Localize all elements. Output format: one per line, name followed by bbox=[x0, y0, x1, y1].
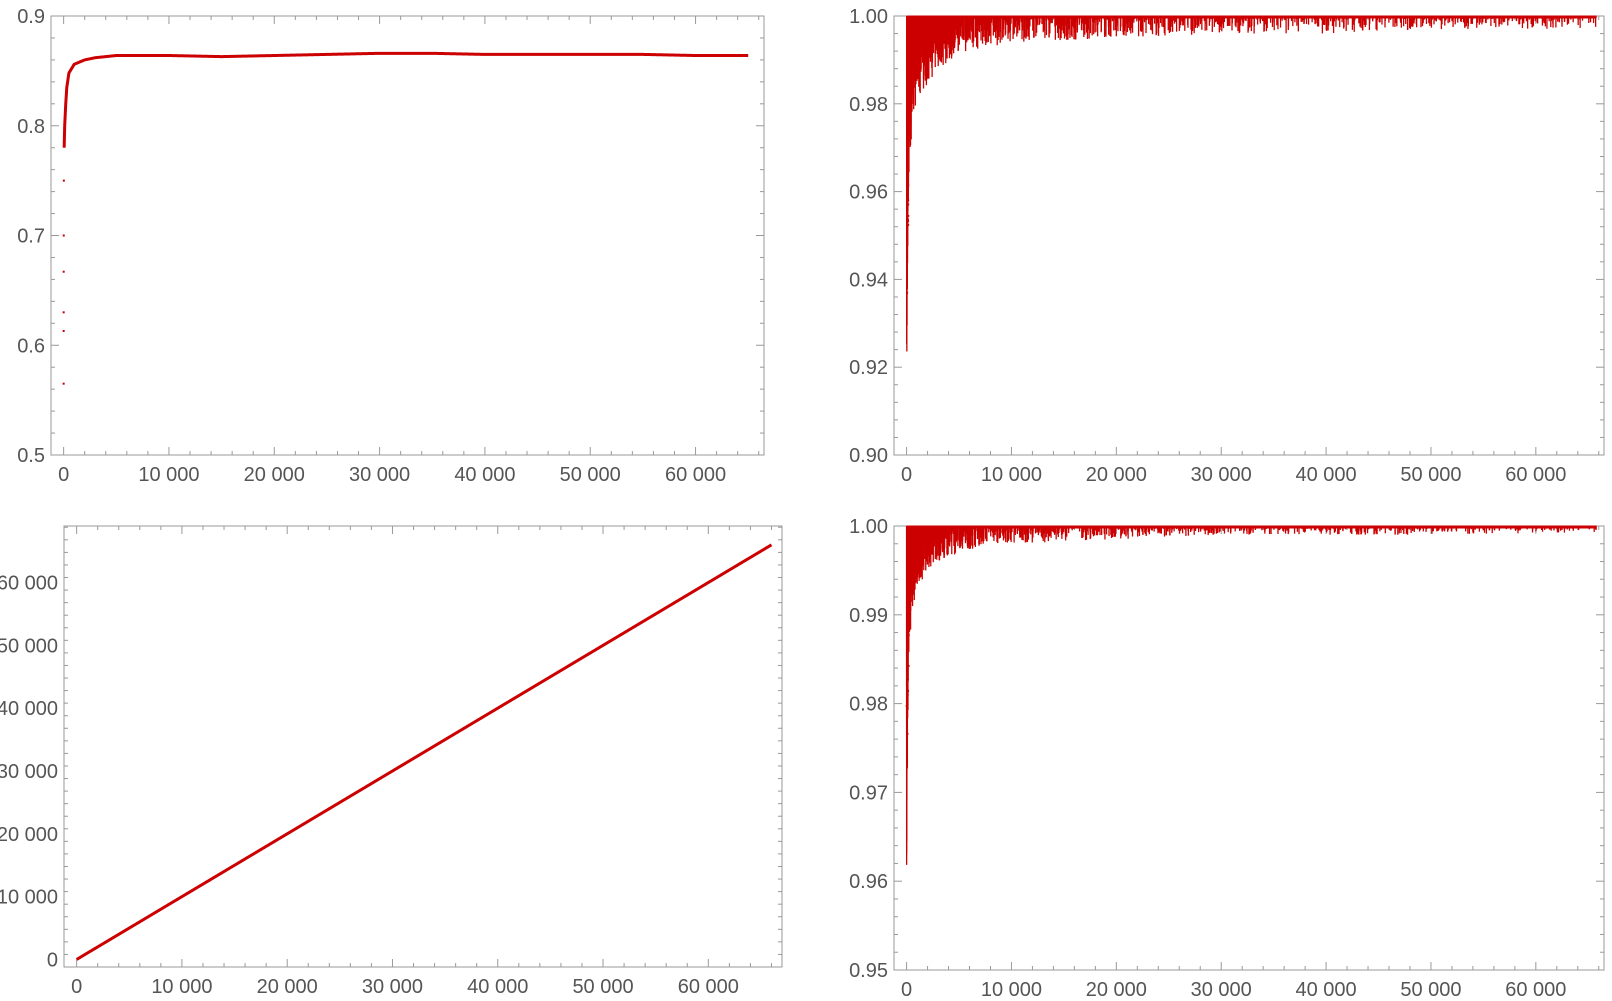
y-tick-label: 0.98 bbox=[849, 694, 888, 716]
x-tick-label: 10 000 bbox=[981, 979, 1042, 1001]
y-tick-label: 30 000 bbox=[0, 761, 58, 783]
data-point bbox=[62, 382, 65, 385]
y-tick-label: 50 000 bbox=[0, 635, 58, 657]
x-tick-label: 30 000 bbox=[1191, 979, 1252, 1001]
y-tick-label: 0.5 bbox=[17, 445, 45, 467]
data-points bbox=[905, 525, 1597, 865]
x-tick-label: 50 000 bbox=[1400, 464, 1461, 486]
x-tick-label: 30 000 bbox=[1191, 464, 1252, 486]
x-tick-label: 30 000 bbox=[362, 976, 423, 998]
chart-bottom-right: 0 10 000 20 000 30 000 40 000 50 000 60 000 0.9… bbox=[849, 516, 1605, 1001]
data-point bbox=[907, 199, 910, 202]
data-point bbox=[906, 186, 909, 189]
y-tick-label: 0.95 bbox=[849, 960, 888, 982]
data-point bbox=[907, 203, 910, 206]
y-tick-label: 0.7 bbox=[17, 226, 45, 248]
x-tick-label: 0 bbox=[901, 464, 912, 486]
x-tick-label: 50 000 bbox=[572, 976, 633, 998]
y-tick-label: 0.8 bbox=[17, 116, 45, 138]
data-point bbox=[906, 218, 909, 221]
x-tick-label: 60 000 bbox=[678, 976, 739, 998]
x-tick-label: 0 bbox=[71, 976, 82, 998]
x-tick-label: 40 000 bbox=[1295, 979, 1356, 1001]
data-point bbox=[62, 179, 65, 182]
plot-frame bbox=[893, 15, 1605, 456]
y-tick-label: 0.6 bbox=[17, 335, 45, 357]
data-point bbox=[907, 184, 910, 187]
x-tick-label: 40 000 bbox=[467, 976, 528, 998]
y-tick-label: 1.00 bbox=[849, 516, 888, 538]
data-point bbox=[907, 93, 910, 96]
x-tick-label: 10 000 bbox=[981, 464, 1042, 486]
y-tick-label: 0.96 bbox=[849, 182, 888, 204]
x-tick-label: 0 bbox=[901, 979, 912, 1001]
plot-frame bbox=[63, 525, 783, 968]
y-tick-label: 0.98 bbox=[849, 94, 888, 116]
y-tick-label: 0.92 bbox=[849, 357, 888, 379]
x-tick-label: 10 000 bbox=[151, 976, 212, 998]
chart-top-right: 0 10 000 20 000 30 000 40 000 50 000 60 000 0.9… bbox=[849, 6, 1605, 486]
data-point bbox=[62, 270, 65, 273]
y-tick-label: 40 000 bbox=[0, 698, 58, 720]
x-tick-label: 40 000 bbox=[1295, 464, 1356, 486]
x-tick-label: 60 000 bbox=[1505, 979, 1566, 1001]
y-tick-label: 0 bbox=[47, 949, 58, 971]
x-tick-label: 30 000 bbox=[349, 464, 410, 486]
x-tick-label: 0 bbox=[58, 464, 69, 486]
y-tick-label: 20 000 bbox=[0, 824, 58, 846]
data-series bbox=[75, 543, 773, 961]
data-points bbox=[905, 15, 1598, 352]
plot-frame bbox=[50, 15, 765, 456]
data-points bbox=[62, 51, 749, 385]
y-tick-label: 60 000 bbox=[0, 573, 58, 595]
data-point bbox=[907, 223, 910, 226]
y-tick-label: 0.94 bbox=[849, 269, 888, 291]
data-point bbox=[907, 220, 910, 223]
x-tick-label: 50 000 bbox=[560, 464, 621, 486]
data-point bbox=[908, 120, 911, 123]
chart-top-left: 0 10 000 20 000 30 000 40 000 50 000 60 000 0.5… bbox=[17, 6, 765, 486]
data-point bbox=[907, 214, 910, 217]
y-tick-label: 0.99 bbox=[849, 605, 888, 627]
data-point bbox=[906, 291, 909, 294]
x-tick-label: 20 000 bbox=[257, 976, 318, 998]
data-point bbox=[62, 234, 65, 237]
x-tick-label: 20 000 bbox=[1086, 979, 1147, 1001]
data-point bbox=[907, 113, 910, 116]
y-tick-label: 0.9 bbox=[17, 6, 45, 28]
x-tick-label: 60 000 bbox=[1505, 464, 1566, 486]
y-tick-label: 0.90 bbox=[849, 445, 888, 467]
chart-bottom-left: 0 10 000 20 000 30 000 40 000 50 000 60 000 0 10… bbox=[0, 525, 783, 998]
data-series bbox=[62, 51, 749, 149]
plot-frame bbox=[893, 525, 1605, 971]
data-point bbox=[62, 311, 65, 314]
y-tick-label: 1.00 bbox=[849, 6, 888, 28]
x-tick-label: 60 000 bbox=[665, 464, 726, 486]
x-tick-label: 20 000 bbox=[1086, 464, 1147, 486]
data-point bbox=[907, 107, 910, 110]
x-tick-label: 40 000 bbox=[454, 464, 515, 486]
data-point bbox=[62, 329, 65, 332]
y-tick-label: 0.96 bbox=[849, 871, 888, 893]
y-tick-label: 10 000 bbox=[0, 887, 58, 909]
x-tick-label: 20 000 bbox=[244, 464, 305, 486]
x-tick-label: 10 000 bbox=[138, 464, 199, 486]
y-tick-label: 0.97 bbox=[849, 782, 888, 804]
data-points bbox=[75, 543, 773, 961]
data-point bbox=[907, 143, 910, 146]
x-tick-label: 50 000 bbox=[1400, 979, 1461, 1001]
